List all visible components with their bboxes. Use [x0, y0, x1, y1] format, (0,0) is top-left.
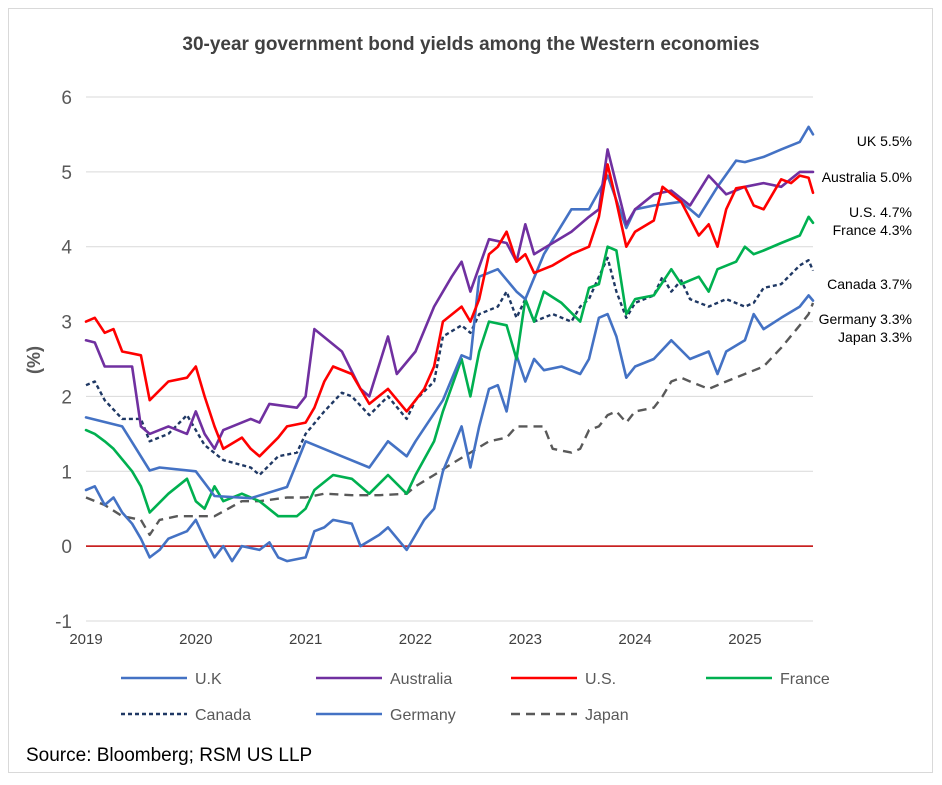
legend-label: U.S. [585, 671, 616, 688]
y-tick-label: -1 [55, 612, 72, 633]
x-tick-label: 2022 [399, 631, 432, 648]
series-line-canada [85, 256, 815, 477]
source-note: Source: Bloomberg; RSM US LLP [26, 745, 313, 766]
end-label: Japan 3.3% [838, 329, 912, 345]
x-tick-label: 2025 [728, 631, 761, 648]
end-label: U.S. 4.7% [849, 204, 912, 220]
legend-label: Australia [390, 671, 452, 688]
series-line-us [84, 163, 815, 458]
x-tick-label: 2024 [618, 631, 651, 648]
legend-label: Canada [195, 707, 251, 724]
y-tick-label: 4 [61, 238, 72, 259]
series-line-germany [84, 294, 815, 563]
y-tick-label: 1 [61, 462, 72, 483]
end-label: Germany 3.3% [819, 311, 912, 327]
x-tick-label: 2020 [179, 631, 212, 648]
legend-label: Germany [390, 707, 456, 724]
chart-title: 30-year government bond yields among the… [182, 34, 759, 55]
series-line-australia [84, 148, 815, 451]
legend-label: Japan [585, 707, 629, 724]
y-tick-label: 6 [61, 88, 72, 109]
end-label: Canada 3.7% [827, 276, 912, 292]
legend-label: U.K [195, 671, 222, 688]
y-tick-label: 2 [61, 387, 72, 408]
series-line-uk [84, 125, 815, 500]
end-label: France 4.3% [833, 222, 912, 238]
y-axis-label: (%) [24, 346, 44, 374]
x-tick-label: 2021 [289, 631, 322, 648]
series-line-japan [85, 302, 815, 537]
chart-frame [8, 8, 933, 773]
x-tick-label: 2019 [69, 631, 102, 648]
series-line-france [84, 215, 815, 518]
end-label: UK 5.5% [857, 133, 912, 149]
y-tick-label: 0 [61, 537, 72, 558]
x-tick-label: 2023 [509, 631, 542, 648]
legend-label: France [780, 671, 830, 688]
y-tick-label: 3 [61, 313, 72, 334]
end-label: Australia 5.0% [822, 169, 912, 185]
y-tick-label: 5 [61, 163, 72, 184]
